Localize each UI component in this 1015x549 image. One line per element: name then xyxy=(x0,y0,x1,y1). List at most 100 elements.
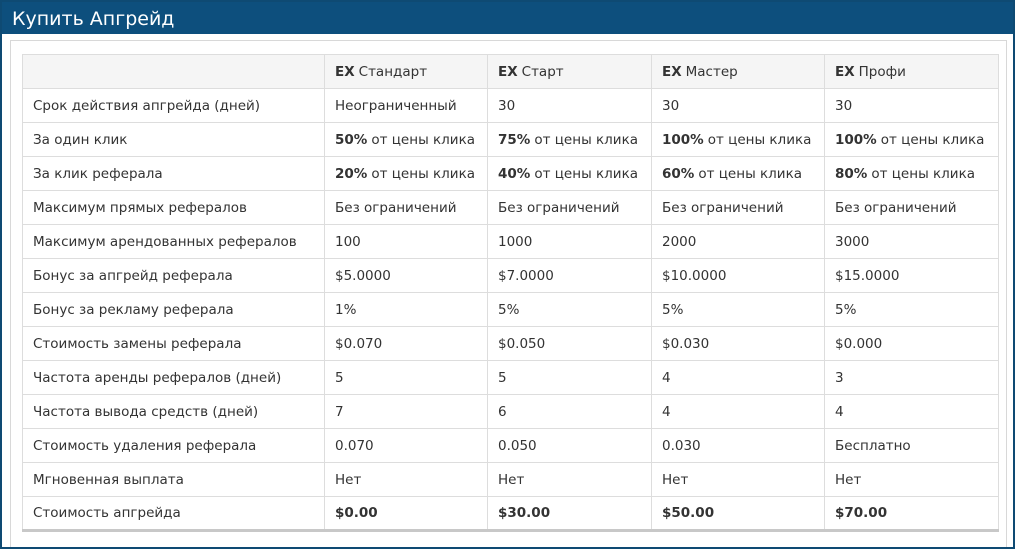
cell-text: 0.070 xyxy=(335,437,374,454)
cell-text: от цены клика xyxy=(871,165,975,182)
cell-text: 5% xyxy=(835,301,857,318)
cell-text: Профи xyxy=(858,63,906,80)
cell-text: Нет xyxy=(498,471,525,488)
title-bar: Купить Апгрейд xyxy=(2,2,1013,36)
cell-text: 0.030 xyxy=(662,437,701,454)
cell-text: 5% xyxy=(498,301,520,318)
cell-text: 0.050 xyxy=(498,437,537,454)
cell-text: $0.050 xyxy=(498,335,546,352)
cell: 7 xyxy=(324,394,488,429)
cell-bold: EX xyxy=(835,63,855,80)
cell: 6 xyxy=(487,394,652,429)
cell: Частота аренды рефералов (дней) xyxy=(22,360,325,395)
cell: Нет xyxy=(487,462,652,497)
row: Мгновенная выплата Нет Нет Нет Нет xyxy=(22,462,999,497)
cell: Бонус за апгрейд реферала xyxy=(22,258,325,293)
cell-text: Стоимость удаления реферала xyxy=(33,437,257,454)
cell-bold: 20% xyxy=(335,165,368,182)
cell-text: 30 xyxy=(498,97,516,114)
cell-text: 30 xyxy=(662,97,680,114)
cell-text: 1000 xyxy=(498,233,533,250)
cell: Без ограничений xyxy=(324,190,488,225)
cell: Нет xyxy=(324,462,488,497)
cell: 60% от цены клика xyxy=(651,156,825,191)
cell: 1% xyxy=(324,292,488,327)
row: Максимум арендованных рефералов 100 1000 20… xyxy=(22,224,999,259)
cell-text: 7 xyxy=(335,403,344,420)
cell-text: $0.030 xyxy=(662,335,710,352)
row: Стоимость замены реферала $0.070 $0.050 $0.… xyxy=(22,326,999,361)
cell-text: Бонус за апгрейд реферала xyxy=(33,267,233,284)
cell: 4 xyxy=(651,394,825,429)
cell-text: от цены клика xyxy=(880,131,985,148)
cell-bold: 50% xyxy=(335,131,368,148)
cell: $50.00 xyxy=(651,496,825,532)
cell-text: Мгновенная выплата xyxy=(33,471,184,488)
cell-text: Без ограничений xyxy=(835,199,957,216)
cell-text: 1% xyxy=(335,301,357,318)
cell-text: $7.0000 xyxy=(498,267,554,284)
row: Максимум прямых рефералов Без ограничений… xyxy=(22,190,999,225)
cell: Максимум прямых рефералов xyxy=(22,190,325,225)
cell-text: Максимум прямых рефералов xyxy=(33,199,247,216)
cell-text: 30 xyxy=(835,97,853,114)
cell-text: 4 xyxy=(662,369,671,386)
cell-bold: EX xyxy=(662,63,682,80)
cell-text: Мастер xyxy=(685,63,738,80)
header-row: EX Стандарт EX Старт EX Мастер EX Профи xyxy=(22,54,999,89)
row: Срок действия апгрейда (дней) Неограничен… xyxy=(22,88,999,123)
cell: 0.070 xyxy=(324,428,488,463)
cell: За один клик xyxy=(22,122,325,157)
cell: $70.00 xyxy=(824,496,999,532)
cell-bold: $30.00 xyxy=(498,505,551,521)
cell: Без ограничений xyxy=(487,190,652,225)
cell-text: $15.0000 xyxy=(835,267,900,284)
cell-text: $0.000 xyxy=(835,335,883,352)
cell-text: Без ограничений xyxy=(335,199,457,216)
cell: 30 xyxy=(824,88,999,123)
cell-text: 3 xyxy=(835,369,844,386)
cell: $0.050 xyxy=(487,326,652,361)
cell: Стоимость апгрейда xyxy=(22,496,325,532)
cell: Частота вывода средств (дней) xyxy=(22,394,325,429)
cell-text: Неограниченный xyxy=(335,97,457,114)
cell: EX Старт xyxy=(487,54,652,89)
cell-text: Частота вывода средств (дней) xyxy=(33,403,259,420)
cell-text: 6 xyxy=(498,403,507,420)
cell: 30 xyxy=(487,88,652,123)
cell-text: $5.0000 xyxy=(335,267,391,284)
cell-text: 4 xyxy=(662,403,671,420)
cell-bold: $50.00 xyxy=(662,505,715,521)
title: Купить Апгрейд xyxy=(12,8,175,30)
upgrade-table: EX Стандарт EX Старт EX Мастер EX Профи Срок дей… xyxy=(22,54,999,532)
cell-bold: 80% xyxy=(835,165,868,182)
cell: $15.0000 xyxy=(824,258,999,293)
cell-bold: $70.00 xyxy=(835,505,888,521)
cell xyxy=(22,54,325,89)
cell: 20% от цены клика xyxy=(324,156,488,191)
row: Стоимость апгрейда $0.00 $30.00 $50.00 $70.0… xyxy=(22,496,999,532)
cell-text: от цены клика xyxy=(707,131,812,148)
cell: Нет xyxy=(651,462,825,497)
cell-text: Без ограничений xyxy=(662,199,784,216)
cell: 5% xyxy=(651,292,825,327)
cell-text: 5 xyxy=(335,369,344,386)
row: За один клик 50% от цены клика 75% от цены к… xyxy=(22,122,999,157)
cell: Неограниченный xyxy=(324,88,488,123)
cell: $5.0000 xyxy=(324,258,488,293)
cell: 50% от цены клика xyxy=(324,122,488,157)
cell-text: Стоимость апгрейда xyxy=(33,505,181,521)
cell-text: 100 xyxy=(335,233,361,250)
cell-bold: 60% xyxy=(662,165,695,182)
cell-bold: EX xyxy=(335,63,355,80)
cell-bold: 100% xyxy=(835,131,877,148)
cell-text: Бесплатно xyxy=(835,437,911,454)
row: Частота вывода средств (дней) 7 6 4 4 xyxy=(22,394,999,429)
cell: EX Мастер xyxy=(651,54,825,89)
cell: $10.0000 xyxy=(651,258,825,293)
cell: 3000 xyxy=(824,224,999,259)
cell: $7.0000 xyxy=(487,258,652,293)
cell-text: За клик реферала xyxy=(33,165,163,182)
cell: $0.070 xyxy=(324,326,488,361)
cell: Нет xyxy=(824,462,999,497)
